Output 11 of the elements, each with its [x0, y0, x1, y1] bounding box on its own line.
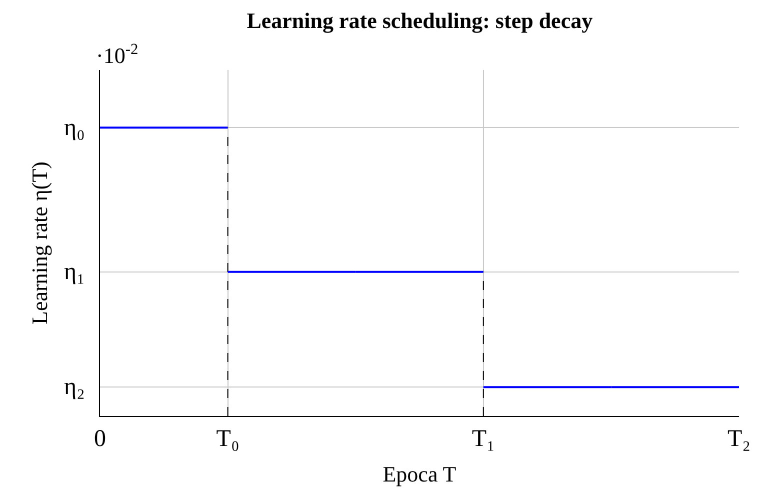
x-tick-label: T₁ [472, 426, 495, 452]
x-tick-label: T₀ [216, 426, 240, 452]
y-axis-title: Learning rate η(T) [26, 162, 52, 324]
text: η₀ [64, 115, 85, 141]
text: ·10$^{-2}$ [96, 41, 138, 68]
chart-title: Learning rate scheduling: step decay [246, 8, 593, 33]
x-axis-title: Epoca T [382, 462, 457, 487]
text: η₂ [64, 374, 85, 400]
x-tick-label: 0 [94, 426, 106, 452]
text: η₁ [64, 259, 85, 285]
x-tick-label: T₂ [727, 426, 751, 452]
